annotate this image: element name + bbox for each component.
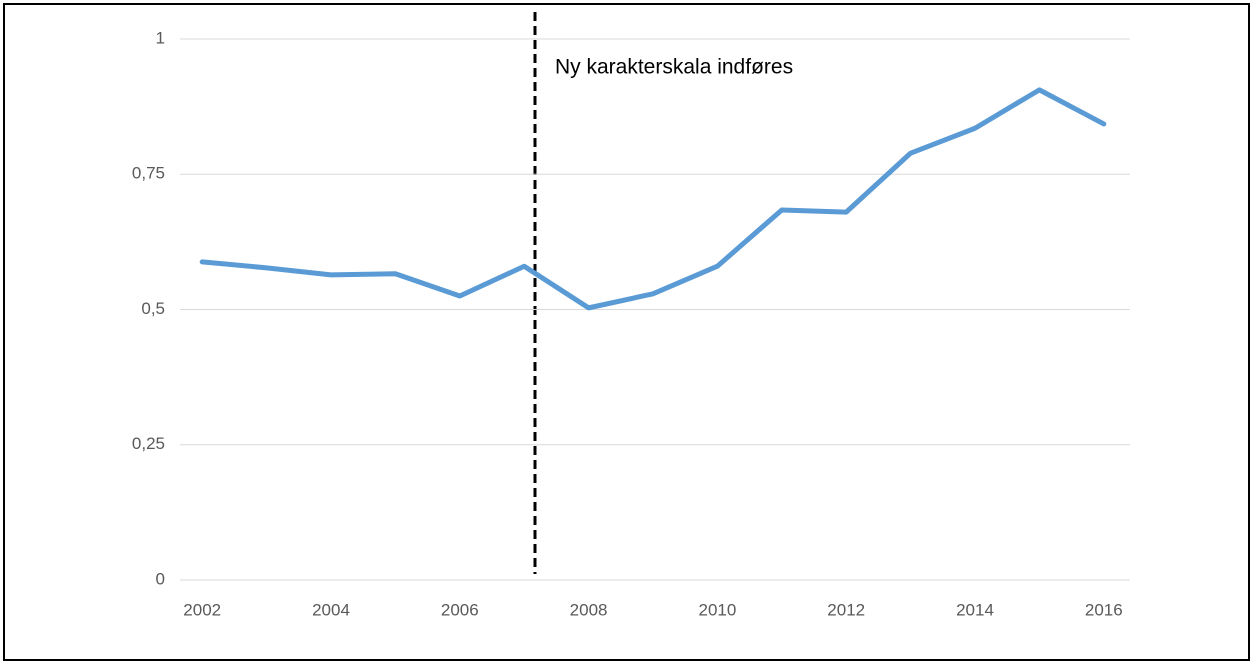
y-tick-label: 1 <box>156 28 165 47</box>
x-tick-label: 2002 <box>183 600 221 619</box>
y-tick-label: 0,75 <box>132 164 165 183</box>
y-tick-label: 0,5 <box>141 299 165 318</box>
x-tick-label: 2012 <box>827 600 865 619</box>
data-line <box>199 87 1107 311</box>
x-tick-label: 2006 <box>441 600 479 619</box>
x-tick-label: 2008 <box>570 600 608 619</box>
x-tick-label: 2016 <box>1085 600 1123 619</box>
y-tick-label: 0 <box>156 569 165 588</box>
x-tick-label: 2004 <box>312 600 350 619</box>
chart-border <box>3 3 1250 661</box>
x-tick-label: 2010 <box>698 600 736 619</box>
y-tick-label: 0,25 <box>132 434 165 453</box>
x-tick-label: 2014 <box>956 600 994 619</box>
annotation: Ny karakterskala indføres <box>555 56 793 79</box>
